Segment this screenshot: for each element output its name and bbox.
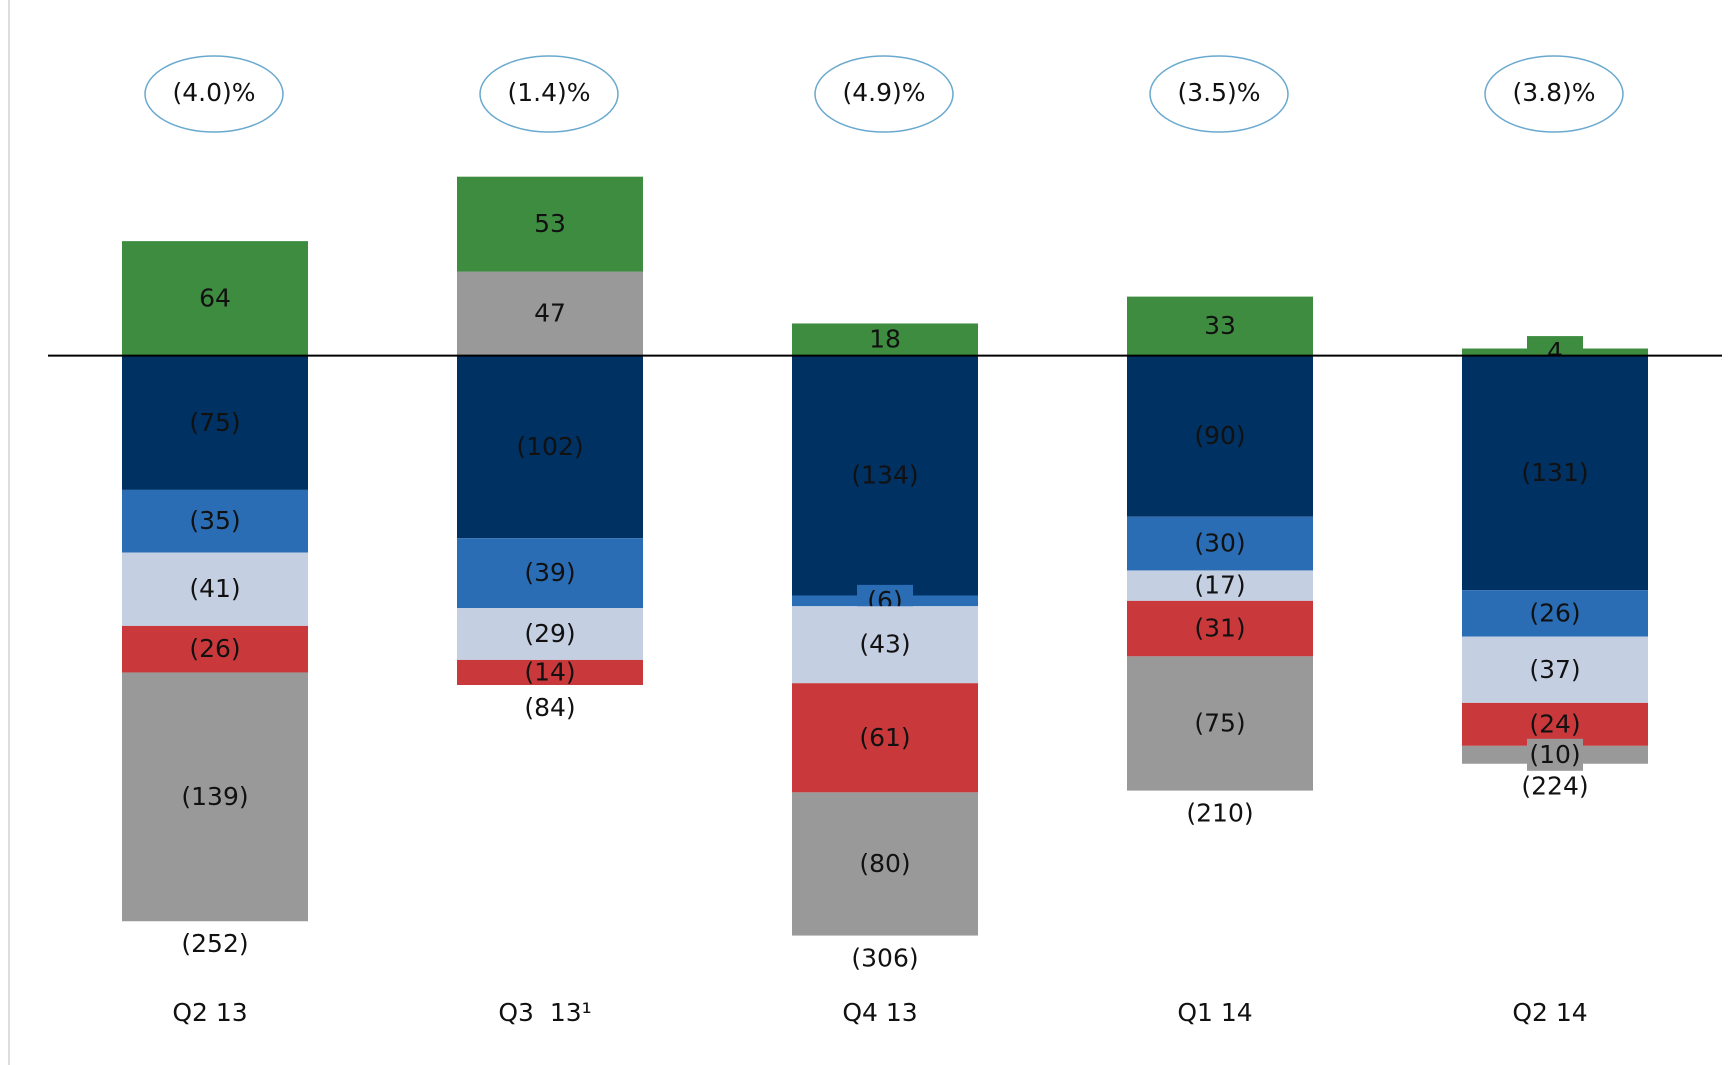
value-label: (43) xyxy=(859,630,910,659)
value-label: (61) xyxy=(859,723,910,752)
margin-ellipse xyxy=(1484,55,1624,133)
value-label: (131) xyxy=(1521,458,1588,487)
bar-segment xyxy=(1127,656,1313,791)
bar-segment xyxy=(457,608,643,660)
bar-segment xyxy=(457,271,643,356)
value-label: (41) xyxy=(189,574,240,603)
x-tick-label: Q3 13¹ xyxy=(498,998,591,1027)
x-tick-label: Q2 14 xyxy=(1512,998,1587,1027)
margin-label: (3.8)% xyxy=(1512,78,1595,107)
bar-segment xyxy=(122,355,308,490)
margin-label: (3.5)% xyxy=(1177,78,1260,107)
value-label: (31) xyxy=(1194,614,1245,643)
value-label: (14) xyxy=(524,657,575,686)
value-label: (26) xyxy=(1529,598,1580,627)
x-tick-label: Q4 13 xyxy=(842,998,917,1027)
bar-segment xyxy=(792,792,978,936)
bar-segment xyxy=(122,489,308,553)
bar-segment xyxy=(1462,636,1648,703)
x-tick-label: Q1 14 xyxy=(1177,998,1252,1027)
bar-segment xyxy=(457,659,643,685)
value-label: (39) xyxy=(524,558,575,587)
value-label: 47 xyxy=(534,299,566,328)
value-label: 64 xyxy=(199,283,231,312)
total-label: (252) xyxy=(181,929,248,958)
value-label: (90) xyxy=(1194,421,1245,450)
bar-segment xyxy=(1127,355,1313,517)
bar-segment xyxy=(457,176,643,272)
value-label: (37) xyxy=(1529,655,1580,684)
bar-segment xyxy=(1127,516,1313,571)
bar-segment xyxy=(1127,296,1313,356)
value-label: (80) xyxy=(859,849,910,878)
value-label: (10) xyxy=(1529,740,1580,769)
bar-segment xyxy=(792,355,978,596)
value-label: 33 xyxy=(1204,311,1236,340)
value-label: (75) xyxy=(1194,708,1245,737)
value-label: 18 xyxy=(869,325,901,354)
bar-segment xyxy=(1462,355,1648,591)
total-label: (84) xyxy=(524,693,575,722)
value-label: (75) xyxy=(189,408,240,437)
value-label: (17) xyxy=(1194,571,1245,600)
bar-segment xyxy=(792,683,978,793)
margin-ellipse xyxy=(1149,55,1289,133)
value-label: (30) xyxy=(1194,529,1245,558)
margin-ellipse xyxy=(144,55,284,133)
bar-segment xyxy=(122,241,308,356)
bar-segment xyxy=(1462,702,1648,746)
bar-segment xyxy=(1462,590,1648,637)
total-label: (224) xyxy=(1521,772,1588,801)
bar-segment xyxy=(457,355,643,539)
value-label: (26) xyxy=(189,634,240,663)
x-tick-label: Q2 13 xyxy=(172,998,247,1027)
bar-segment xyxy=(792,606,978,684)
total-label: (306) xyxy=(851,944,918,973)
value-label: (134) xyxy=(851,461,918,490)
bar-segment xyxy=(122,672,308,922)
bar-segment xyxy=(1127,570,1313,601)
value-label: (24) xyxy=(1529,709,1580,738)
bar-segment xyxy=(792,323,978,356)
margin-label: (1.4)% xyxy=(507,78,590,107)
margin-ellipse xyxy=(479,55,619,133)
bar-segment xyxy=(1127,600,1313,657)
value-label: (139) xyxy=(181,782,248,811)
bar-segment xyxy=(122,625,308,673)
value-label: (35) xyxy=(189,506,240,535)
margin-ellipse xyxy=(814,55,954,133)
margin-label: (4.0)% xyxy=(172,78,255,107)
value-label: (102) xyxy=(516,432,583,461)
total-label: (210) xyxy=(1186,799,1253,828)
value-label: 53 xyxy=(534,209,566,238)
bar-segment xyxy=(122,552,308,626)
label-box xyxy=(1527,738,1583,771)
margin-label: (4.9)% xyxy=(842,78,925,107)
value-label: (29) xyxy=(524,619,575,648)
bar-segment xyxy=(457,538,643,609)
